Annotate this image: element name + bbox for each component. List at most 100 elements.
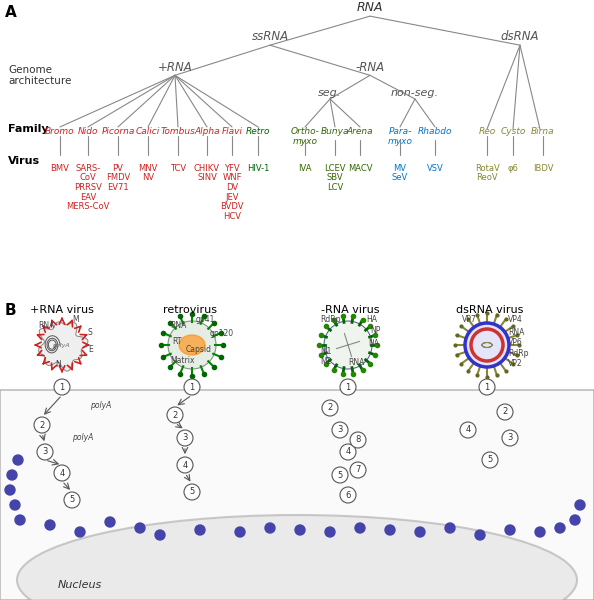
Text: HA: HA	[366, 315, 377, 324]
Text: M: M	[72, 315, 78, 324]
Text: NP: NP	[370, 326, 380, 335]
Text: 2: 2	[172, 410, 178, 419]
Text: LCEV: LCEV	[324, 164, 346, 173]
Text: RT: RT	[172, 337, 182, 346]
Circle shape	[64, 492, 80, 508]
Text: NV: NV	[142, 173, 154, 182]
Text: 4: 4	[345, 448, 350, 457]
Text: CoV: CoV	[80, 173, 96, 182]
Text: -RNA virus: -RNA virus	[321, 305, 379, 315]
Circle shape	[10, 500, 20, 510]
Text: VSV: VSV	[426, 164, 443, 173]
Text: 2: 2	[39, 421, 45, 430]
Text: SBV: SBV	[327, 173, 343, 182]
Circle shape	[105, 517, 115, 527]
Text: dsRNA virus: dsRNA virus	[456, 305, 524, 315]
Text: PV: PV	[112, 164, 124, 173]
Text: SINV: SINV	[197, 173, 217, 182]
Text: dsRNA: dsRNA	[501, 30, 539, 43]
Text: VP6: VP6	[508, 338, 523, 347]
Circle shape	[475, 530, 485, 540]
Text: RdRp: RdRp	[320, 315, 340, 324]
Text: SARS-: SARS-	[75, 164, 100, 173]
Text: 5: 5	[337, 470, 343, 479]
Text: IBDV: IBDV	[533, 164, 553, 173]
Text: N: N	[55, 360, 61, 369]
Circle shape	[195, 525, 205, 535]
Circle shape	[502, 430, 518, 446]
Circle shape	[340, 379, 356, 395]
Circle shape	[332, 422, 348, 438]
Text: 5: 5	[69, 496, 75, 505]
Text: Family: Family	[8, 124, 49, 134]
Ellipse shape	[179, 335, 205, 355]
Text: DV: DV	[226, 183, 238, 192]
Text: ssRNA: ssRNA	[251, 30, 289, 43]
Text: 5: 5	[189, 487, 195, 497]
Text: Tombus: Tombus	[160, 127, 195, 136]
Circle shape	[177, 430, 193, 446]
Text: polyA: polyA	[52, 343, 69, 348]
Text: Arena: Arena	[347, 127, 373, 136]
Text: 4: 4	[59, 469, 65, 478]
Text: Nucleus: Nucleus	[58, 580, 102, 590]
Text: RNA: RNA	[348, 358, 364, 367]
Text: Reo: Reo	[478, 127, 495, 136]
Text: Birna: Birna	[531, 127, 555, 136]
Circle shape	[34, 417, 50, 433]
Text: Retro: Retro	[246, 127, 270, 136]
Circle shape	[155, 530, 165, 540]
Circle shape	[265, 523, 275, 533]
Circle shape	[322, 400, 338, 416]
Text: 8: 8	[355, 436, 361, 445]
Circle shape	[15, 515, 25, 525]
Circle shape	[466, 324, 508, 366]
Text: A: A	[5, 5, 17, 20]
Text: Rhabdo: Rhabdo	[418, 127, 452, 136]
Text: YFV: YFV	[224, 164, 240, 173]
Text: 2: 2	[503, 407, 508, 416]
Text: RdRp: RdRp	[508, 349, 529, 358]
Circle shape	[54, 465, 70, 481]
Text: 7: 7	[355, 466, 361, 475]
Circle shape	[460, 422, 476, 438]
Text: Picorna: Picorna	[102, 127, 135, 136]
Text: RNA: RNA	[357, 1, 383, 14]
Circle shape	[184, 379, 200, 395]
Text: 1: 1	[484, 383, 489, 391]
Circle shape	[75, 527, 85, 537]
Circle shape	[415, 527, 425, 537]
Text: BMV: BMV	[50, 164, 69, 173]
Text: Genome
architecture: Genome architecture	[8, 65, 71, 86]
Text: gp41: gp41	[196, 315, 216, 324]
Text: gp120: gp120	[210, 329, 234, 338]
Circle shape	[535, 527, 545, 537]
Text: MACV: MACV	[347, 164, 372, 173]
Text: 1: 1	[345, 383, 350, 391]
Text: Cysto: Cysto	[500, 127, 526, 136]
Text: Capsid: Capsid	[186, 345, 212, 354]
Text: BVDV: BVDV	[220, 202, 244, 211]
Text: M1: M1	[320, 347, 331, 356]
Text: Alpha: Alpha	[194, 127, 220, 136]
Text: Matrix: Matrix	[170, 356, 194, 365]
Text: PRRSV: PRRSV	[74, 183, 102, 192]
Circle shape	[7, 470, 17, 480]
Text: Bromo: Bromo	[45, 127, 75, 136]
Circle shape	[295, 525, 305, 535]
Circle shape	[575, 500, 585, 510]
Text: 3: 3	[182, 433, 188, 443]
Text: 1: 1	[189, 383, 195, 391]
Text: JEV: JEV	[225, 193, 239, 202]
Text: FMDV: FMDV	[106, 173, 130, 182]
Circle shape	[332, 467, 348, 483]
Text: E: E	[88, 345, 93, 354]
Text: non-seg.: non-seg.	[391, 88, 439, 98]
Text: +RNA virus: +RNA virus	[30, 305, 94, 315]
Text: 4: 4	[465, 425, 470, 434]
Circle shape	[177, 457, 193, 473]
Circle shape	[497, 404, 513, 420]
Text: RNA: RNA	[38, 321, 55, 330]
Text: 2: 2	[327, 403, 333, 413]
Circle shape	[340, 444, 356, 460]
